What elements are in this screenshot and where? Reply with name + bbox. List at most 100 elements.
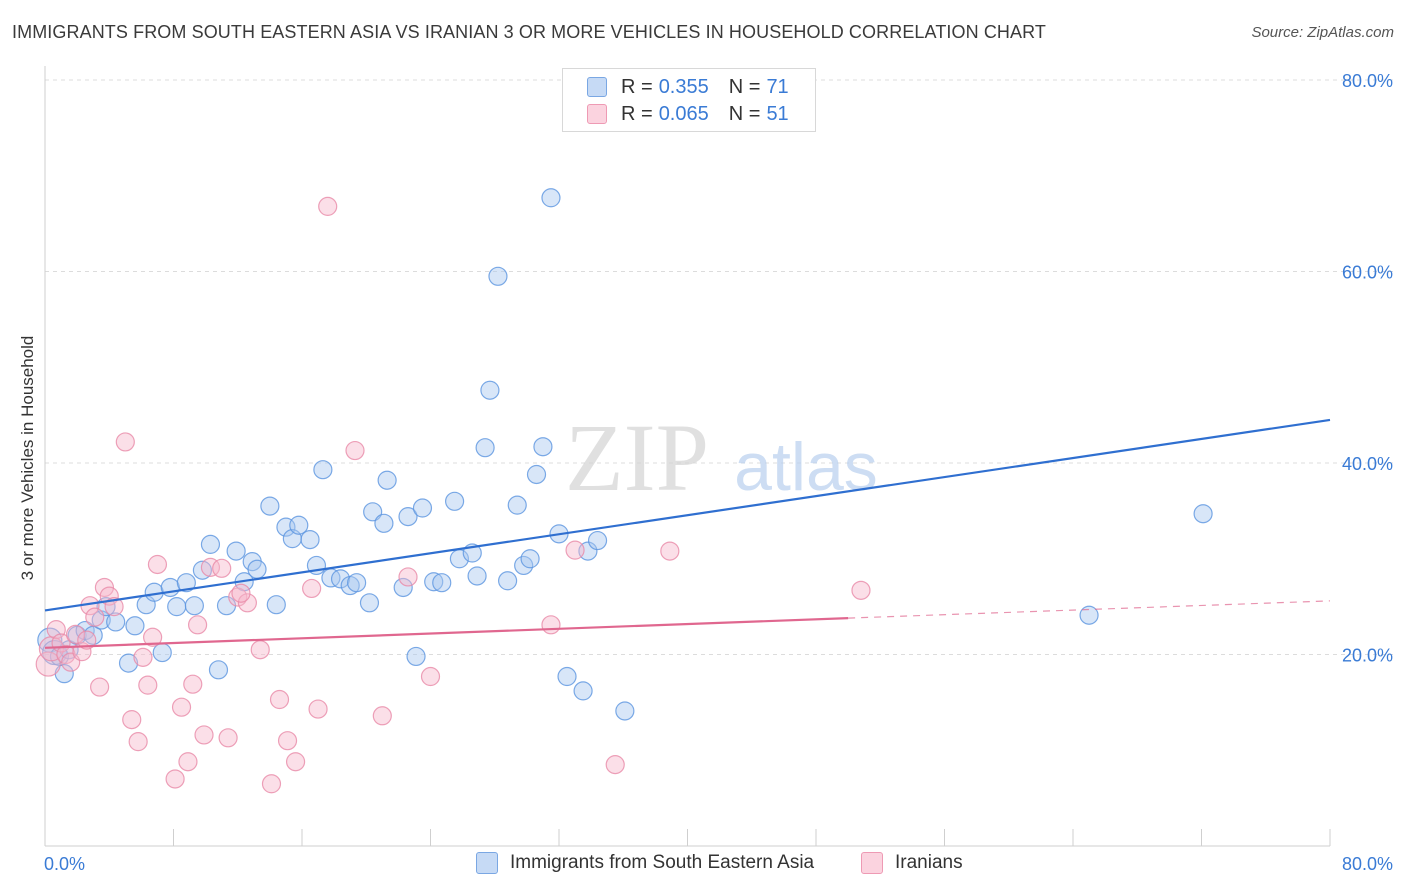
trend-line-iranians-dashed (848, 600, 1331, 619)
point-sea (289, 515, 309, 535)
x-tick-label: 0.0% (44, 854, 85, 874)
point-iranians (308, 699, 328, 719)
point-iranians (104, 597, 124, 617)
n-value: 71 (766, 75, 789, 98)
point-iranians (302, 578, 322, 599)
point-sea (1193, 504, 1213, 524)
point-sea (176, 573, 196, 593)
point-iranians (250, 640, 270, 660)
point-iranians (122, 710, 142, 730)
point-iranians (90, 677, 110, 697)
point-iranians (85, 607, 105, 627)
point-sea (266, 595, 286, 615)
point-sea (167, 597, 187, 617)
point-sea (480, 380, 500, 400)
point-iranians (237, 593, 257, 613)
point-iranians (165, 769, 185, 789)
point-iranians (372, 706, 392, 726)
stats-legend: R = 0.355 N = 71 R = 0.065 N = 51 (562, 68, 816, 132)
point-iranians (147, 554, 168, 575)
legend-swatch-sea (476, 852, 498, 874)
point-sea (347, 573, 367, 593)
trend-line-sea (44, 418, 1331, 612)
y-tick-label: 80.0% (1342, 71, 1393, 91)
point-sea (507, 495, 527, 515)
point-iranians (194, 725, 214, 745)
legend-label-sea: Immigrants from South Eastern Asia (510, 852, 815, 873)
trend-lines (44, 418, 1331, 649)
chart-source: Source: ZipAtlas.com (1251, 24, 1394, 41)
watermark-zip: ZIP (565, 404, 709, 511)
point-sea (208, 660, 229, 680)
r-label: R = (621, 75, 653, 98)
point-sea (432, 573, 452, 593)
point-iranians (77, 630, 97, 650)
point-sea (444, 491, 465, 511)
point-iranians (128, 732, 148, 752)
y-tick-label: 20.0% (1342, 646, 1393, 666)
point-sea (106, 612, 126, 632)
r-label: R = (621, 102, 653, 125)
point-iranians (35, 651, 61, 677)
point-sea (412, 498, 433, 518)
point-sea (152, 642, 172, 663)
legend-swatch-iranians (587, 104, 607, 124)
point-sea (313, 460, 333, 480)
point-iranians (565, 540, 585, 560)
point-iranians (541, 615, 561, 635)
point-iranians (65, 624, 86, 644)
r-value: 0.065 (658, 102, 709, 125)
point-iranians (345, 440, 365, 461)
point-sea (125, 616, 145, 636)
point-sea (467, 566, 487, 586)
point-iranians (851, 580, 871, 600)
point-iranians (171, 697, 192, 717)
legend-swatch-iranians (861, 852, 883, 874)
point-sea (393, 577, 413, 598)
axes (44, 66, 1331, 847)
legend-item-sea: Immigrants from South Eastern Asia (476, 852, 814, 874)
point-iranians (183, 674, 203, 694)
point-sea (226, 541, 246, 561)
n-value: 51 (766, 102, 789, 125)
point-iranians (605, 755, 625, 775)
point-sea (615, 701, 635, 721)
n-label: N = (728, 102, 761, 125)
point-iranians (318, 196, 338, 216)
stats-row-sea: R = 0.355 N = 71 (587, 75, 789, 99)
r-value: 0.355 (658, 75, 709, 98)
point-iranians (178, 752, 198, 772)
point-sea (526, 464, 547, 485)
point-sea (533, 437, 553, 457)
point-sea (573, 681, 593, 701)
point-sea (424, 572, 444, 592)
point-sea (184, 596, 204, 616)
legend-item-iranians: Iranians (861, 852, 963, 874)
point-sea (406, 646, 426, 667)
y-tick-label: 60.0% (1342, 263, 1393, 283)
y-tick-label: 40.0% (1342, 454, 1393, 474)
point-iranians (115, 432, 135, 452)
point-iranians (133, 647, 153, 667)
point-sea (363, 502, 383, 522)
tick-labels: 20.0% 40.0% 60.0% 80.0% 0.0% 80.0% (44, 71, 1393, 874)
point-sea (300, 529, 320, 550)
point-sea (488, 266, 508, 286)
legend-label-iranians: Iranians (895, 852, 963, 873)
chart-title: IMMIGRANTS FROM SOUTH EASTERN ASIA VS IR… (12, 22, 1046, 42)
y-axis-label: 3 or more Vehicles in Household (18, 335, 37, 581)
point-sea (377, 470, 397, 490)
watermark-atlas: atlas (734, 429, 878, 505)
point-iranians (231, 583, 251, 603)
point-iranians (261, 774, 282, 794)
point-sea (260, 496, 280, 516)
point-sea (475, 438, 495, 458)
point-sea (1079, 605, 1099, 625)
stats-row-iranians: R = 0.065 N = 51 (587, 102, 789, 126)
point-iranians (187, 615, 208, 635)
point-iranians (398, 567, 418, 587)
point-sea (359, 593, 380, 613)
point-iranians (660, 541, 680, 561)
point-iranians (138, 675, 158, 695)
